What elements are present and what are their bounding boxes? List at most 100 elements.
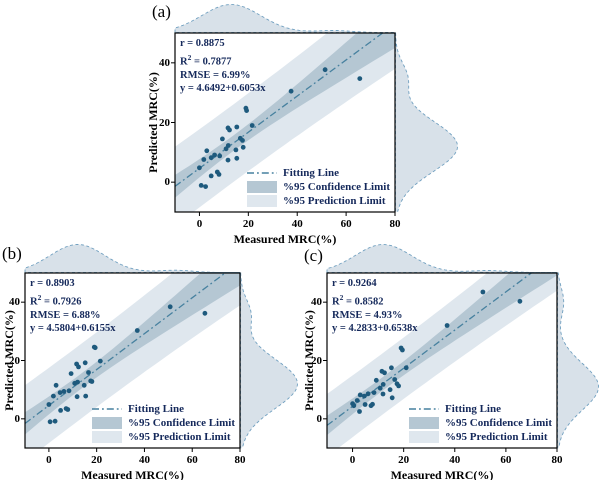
x-tick-label: 20 xyxy=(398,454,410,466)
data-point xyxy=(403,365,409,371)
stat-r: r = 0.9264 xyxy=(332,278,377,289)
data-point xyxy=(240,138,245,143)
panel-c: (c) r = 0.9264 R2 = 0.8582 RMSE = 4.93% … xyxy=(298,240,600,480)
data-point xyxy=(380,382,386,387)
legend-label: %95 Confidence Limit xyxy=(128,417,235,429)
data-point xyxy=(89,379,95,384)
legend-label: %95 Prediction Limit xyxy=(283,195,386,207)
data-point xyxy=(396,383,401,389)
data-point xyxy=(370,401,375,407)
data-point xyxy=(382,370,387,376)
legend-label: Fitting Line xyxy=(128,403,184,415)
legend-label: Fitting Line xyxy=(445,403,501,415)
x-tick-label: 80 xyxy=(234,454,246,466)
prediction-band-icon xyxy=(92,431,123,443)
data-point xyxy=(97,358,103,364)
data-point xyxy=(216,172,222,177)
x-marginal-density xyxy=(24,244,240,273)
data-point xyxy=(387,387,393,393)
x-tick-label: 0 xyxy=(349,454,356,466)
legend-label: Fitting Line xyxy=(283,167,339,179)
stat-equation: y = 4.5804+0.6155x xyxy=(30,323,116,335)
data-point xyxy=(86,370,91,375)
legend-item-prediction: %95 Prediction Limit xyxy=(409,431,552,443)
legend-item-fitting-line: Fitting Line xyxy=(247,167,390,179)
fitting-line xyxy=(25,273,227,424)
data-point xyxy=(400,347,405,353)
x-tick-label: 60 xyxy=(186,454,198,466)
data-point xyxy=(392,377,398,382)
confidence-band xyxy=(327,273,557,436)
data-point xyxy=(371,390,377,395)
stat-equation: y = 4.2833+0.6538x xyxy=(332,323,418,335)
y-marginal-density xyxy=(557,272,599,449)
x-tick-label: 40 xyxy=(291,218,303,230)
data-point xyxy=(58,408,63,413)
stats-box-b: r = 0.8903 R2 = 0.7926 RMSE = 6.88% y = … xyxy=(30,277,115,336)
x-tick-label: 60 xyxy=(500,454,512,466)
data-point xyxy=(357,392,363,398)
legend-c: Fitting Line %95 Confidence Limit %95 Pr… xyxy=(409,403,552,443)
x-tick-label: 20 xyxy=(91,454,103,466)
data-point xyxy=(51,393,56,399)
legend-label: %95 Prediction Limit xyxy=(445,431,548,443)
data-point xyxy=(201,157,207,162)
data-point xyxy=(202,310,208,316)
data-point xyxy=(233,147,239,153)
x-tick-label: 80 xyxy=(551,454,563,466)
stats-box-c: r = 0.9264 R2 = 0.8582 RMSE = 4.93% y = … xyxy=(332,277,417,336)
data-point xyxy=(362,402,368,407)
data-point xyxy=(351,403,357,409)
prediction-band-icon xyxy=(409,431,440,443)
data-point xyxy=(66,388,72,394)
data-point xyxy=(212,152,217,158)
legend-label: %95 Confidence Limit xyxy=(283,181,390,193)
data-point xyxy=(203,184,208,190)
scatter-plot-c xyxy=(323,244,599,452)
data-point xyxy=(208,155,214,161)
prediction-band-icon xyxy=(247,195,278,207)
data-point xyxy=(354,398,360,403)
data-point xyxy=(517,298,523,304)
x-tick-label: 80 xyxy=(389,218,401,230)
confidence-band-icon xyxy=(92,417,123,429)
data-point xyxy=(288,88,294,94)
stat-r: r = 0.8903 xyxy=(30,278,75,289)
x-tick-label: 0 xyxy=(46,454,52,466)
data-point xyxy=(92,345,98,351)
scatter-plot-a xyxy=(171,4,458,216)
x-tick-label: 40 xyxy=(138,454,150,466)
x-marginal-density xyxy=(326,244,557,273)
legend-label: %95 Confidence Limit xyxy=(445,417,552,429)
legend-item-confidence: %95 Confidence Limit xyxy=(247,181,390,193)
stat-r: r = 0.8875 xyxy=(180,38,225,49)
data-point xyxy=(365,391,371,397)
y-tick-label: 0 xyxy=(164,176,171,189)
data-point xyxy=(57,390,63,395)
data-point xyxy=(46,402,52,407)
legend-item-fitting-line: Fitting Line xyxy=(92,403,235,415)
legend-a: Fitting Line %95 Confidence Limit %95 Pr… xyxy=(247,167,390,207)
y-tick-label: 20 xyxy=(9,354,20,367)
panel-a-label: (a) xyxy=(152,2,171,21)
data-point xyxy=(225,143,231,148)
y-marginal-density xyxy=(395,32,458,213)
stat-r2: R2 = 0.8582 xyxy=(332,292,384,308)
x-tick-label: 0 xyxy=(196,218,203,230)
x-axis-label: Measured MRC(%) xyxy=(390,468,494,480)
legend-label: %95 Prediction Limit xyxy=(128,431,231,443)
data-point xyxy=(249,123,255,128)
y-tick-label: 0 xyxy=(316,412,323,425)
legend-item-prediction: %95 Prediction Limit xyxy=(247,195,390,207)
data-point xyxy=(322,67,328,73)
data-point xyxy=(65,407,71,412)
data-point xyxy=(167,304,173,310)
y-tick-label: 40 xyxy=(311,296,322,309)
data-point xyxy=(134,328,140,333)
x-tick-label: 60 xyxy=(340,218,352,230)
data-point xyxy=(197,165,202,171)
stat-r2: R2 = 0.7926 xyxy=(30,292,82,308)
confidence-band-icon xyxy=(247,181,278,193)
data-point xyxy=(377,385,383,391)
data-point xyxy=(83,393,89,399)
